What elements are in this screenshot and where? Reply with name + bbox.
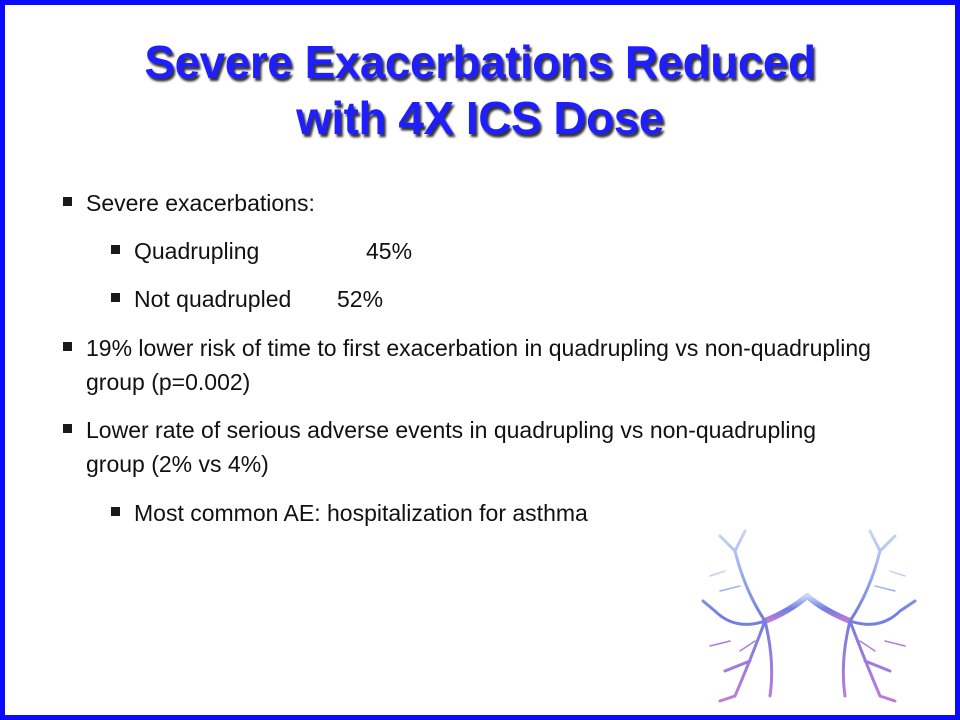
- sub-bullet-label: Not quadrupled: [134, 286, 292, 312]
- sub-bullet-value: 45%: [366, 238, 413, 264]
- sub-bullet-label: Quadrupling: [134, 238, 260, 264]
- bullet-marker: [111, 507, 120, 516]
- title-line: with 4X ICS Dose: [296, 92, 664, 144]
- bullet-marker: [111, 245, 120, 254]
- bullet: Severe exacerbations:: [86, 190, 315, 216]
- bullet-marker: [63, 197, 72, 206]
- bullet: 19% lower risk of time to first exacerba…: [86, 335, 871, 395]
- lungs-illustration: [701, 501, 917, 703]
- sub-bullet-value: 52%: [337, 286, 384, 312]
- bullet-marker: [63, 424, 72, 433]
- title-line: Severe Exacerbations Reduced: [144, 36, 816, 88]
- bullet: Lower rate of serious adverse events in …: [86, 417, 817, 477]
- bullet-marker: [111, 293, 120, 302]
- sub-bullet-label: Most common AE: hospitalization for asth…: [134, 500, 588, 526]
- bullet-marker: [63, 342, 72, 351]
